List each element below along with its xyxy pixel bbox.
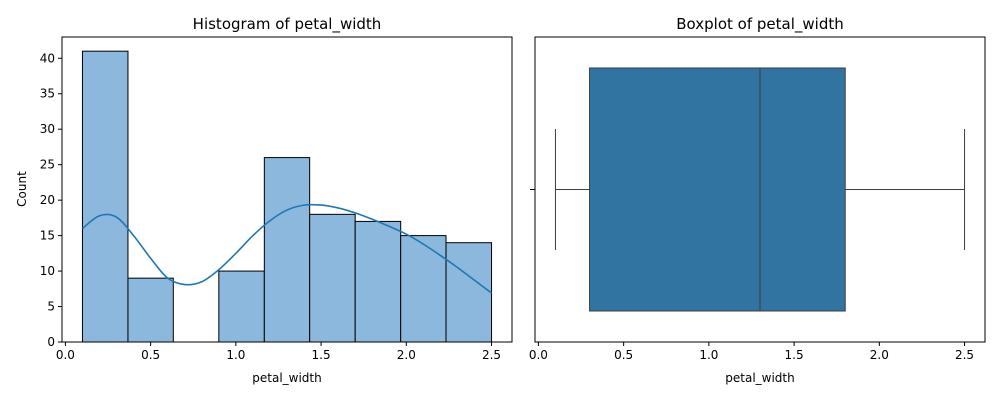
histogram-y-ticks: 0 5 10 15 20 25 30 35 40 (40, 51, 62, 349)
histogram-title: Histogram of petal_width (193, 15, 382, 34)
boxplot-x-label: petal_width (725, 371, 794, 385)
histogram-x-ticks: 0.0 0.5 1.0 1.5 2.0 2.5 (56, 342, 501, 362)
histogram-x-label: petal_width (252, 371, 321, 385)
y-tick-label: 5 (47, 300, 55, 314)
x-tick-label: 0.0 (529, 348, 548, 362)
histogram-bar (218, 270, 265, 343)
boxplot-x-ticks: 0.0 0.5 1.0 1.5 2.0 2.5 (529, 342, 974, 362)
boxplot-title: Boxplot of petal_width (676, 15, 843, 34)
histogram-bar (354, 220, 402, 343)
boxplot-chart: Boxplot of petal_width 0.0 0.5 1.0 1.5 2.0 2.… (529, 15, 986, 385)
x-tick-label: 2.5 (482, 348, 501, 362)
x-tick-label: 1.5 (312, 348, 331, 362)
histogram-chart: Histogram of petal_width 0.0 0.5 1.0 1.5 2.0… (15, 15, 513, 385)
histogram-y-label: Count (15, 171, 29, 207)
histogram-axes-frame (61, 36, 513, 343)
y-tick-label: 20 (40, 193, 55, 207)
kde-line (81, 203, 493, 294)
boxplot-elements (554, 67, 966, 312)
y-tick-label: 30 (40, 122, 55, 136)
y-tick-label: 35 (40, 87, 55, 101)
histogram-bar (445, 242, 493, 343)
histogram-bars (81, 50, 493, 343)
histogram-bar (263, 157, 311, 343)
y-tick-label: 0 (47, 335, 55, 349)
x-tick-label: 1.5 (785, 348, 804, 362)
histogram-bar (400, 235, 447, 343)
x-tick-label: 0.5 (614, 348, 633, 362)
histogram-bar (127, 277, 174, 343)
iqr-box (589, 67, 846, 312)
x-tick-label: 2.0 (397, 348, 416, 362)
y-tick-label: 40 (40, 51, 55, 65)
x-tick-label: 2.5 (955, 348, 974, 362)
histogram-bar (81, 50, 129, 343)
x-tick-label: 2.0 (870, 348, 889, 362)
histogram-bar (309, 213, 356, 343)
x-tick-label: 1.0 (699, 348, 718, 362)
x-tick-label: 1.0 (226, 348, 245, 362)
x-tick-label: 0.0 (56, 348, 75, 362)
y-tick-label: 25 (40, 158, 55, 172)
y-tick-label: 15 (40, 229, 55, 243)
x-tick-label: 0.5 (141, 348, 160, 362)
y-tick-label: 10 (40, 264, 55, 278)
